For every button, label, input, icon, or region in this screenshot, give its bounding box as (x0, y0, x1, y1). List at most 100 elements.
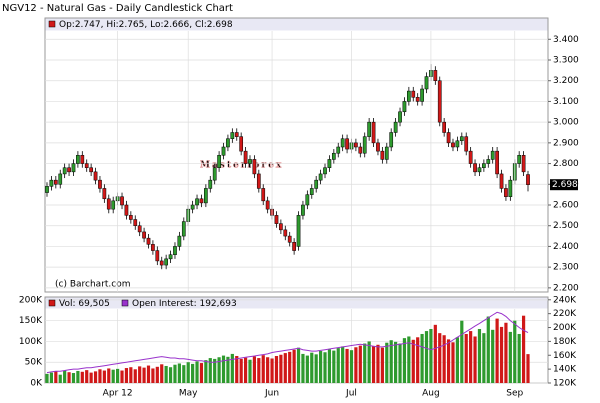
volume-bar (58, 374, 62, 383)
candle-body (380, 150, 385, 160)
legend-entry: Open Interest: 192,693 (132, 299, 237, 309)
volume-bar (504, 322, 508, 383)
y-tick-label: 2.500 (553, 221, 579, 231)
volume-bar (363, 343, 367, 383)
volume-bar (385, 342, 389, 383)
candle-body (376, 142, 380, 152)
candle-body (106, 198, 111, 210)
volume-bar (310, 352, 314, 383)
candle-body (389, 132, 394, 148)
volume-bar (376, 344, 380, 383)
volume-bar (499, 326, 504, 383)
candle-body (455, 140, 460, 148)
volume-bar (491, 329, 495, 383)
candle-body (283, 229, 288, 237)
volume-bar (486, 316, 490, 383)
y-tick-label: 2.400 (553, 242, 579, 252)
candle-body (58, 173, 63, 185)
volume-bar (243, 357, 248, 383)
y-tick-label: 0K (30, 379, 43, 389)
x-tick-label: May (179, 389, 198, 399)
legend-bar (45, 18, 548, 31)
volume-bar (526, 354, 530, 383)
volume-bar (305, 355, 309, 383)
volume-bar (98, 369, 102, 383)
y2-tick-label: 180K (553, 337, 577, 347)
volume-bar (288, 351, 292, 383)
volume-bar (513, 320, 517, 383)
volume-bar (283, 353, 287, 383)
candle-body (133, 219, 138, 226)
candle-body (301, 204, 305, 216)
candle-body (384, 146, 389, 160)
y-tick-label: 2.800 (553, 159, 579, 169)
candle-body (398, 111, 402, 123)
volume-bar (191, 363, 195, 383)
candle-body (190, 204, 195, 210)
volume-bar (93, 371, 98, 383)
candle-body (318, 173, 323, 181)
volume-bar (416, 337, 420, 383)
candle-body (199, 198, 204, 204)
candle-body (354, 142, 358, 148)
volume-bar (358, 345, 362, 383)
volume-bar (155, 366, 159, 383)
legend-swatch (48, 299, 56, 307)
candle-body (504, 188, 508, 197)
volume-bar (424, 331, 429, 383)
y-tick-label: 3.400 (553, 35, 579, 45)
open-interest-line (46, 311, 529, 374)
volume-bar (89, 372, 93, 383)
volume-bar (433, 324, 437, 383)
candle-body (437, 80, 442, 123)
volume-bar (442, 335, 446, 383)
candle-body (323, 167, 327, 175)
volume-bar (248, 359, 252, 383)
candle-body (309, 188, 314, 195)
volume-bar (102, 370, 106, 383)
y2-tick-label: 240K (553, 295, 577, 305)
candle-body (499, 173, 504, 189)
volume-bar (124, 368, 129, 383)
candle-body (252, 159, 257, 175)
x-tick-label: Jul (345, 389, 357, 399)
candle-body (393, 121, 398, 133)
y2-tick-label: 120K (553, 379, 577, 389)
volume-bar (274, 355, 279, 383)
candle-body (279, 223, 283, 231)
volume-bar (354, 347, 358, 383)
candle-body (477, 167, 482, 173)
volume-bar (186, 362, 190, 383)
candle-body (287, 235, 292, 243)
legend-swatch (121, 299, 129, 307)
candle-body (230, 132, 235, 139)
candle-body (521, 155, 526, 173)
volume-bar (332, 350, 336, 383)
volume-bar (451, 342, 455, 383)
volume-bar (473, 336, 477, 383)
candle-body (120, 196, 124, 206)
volume-bar (208, 358, 212, 383)
candle-body (336, 146, 341, 154)
candle-body (124, 204, 129, 216)
candle-body (358, 146, 363, 154)
candle-body (71, 163, 76, 173)
candle-body (243, 150, 248, 164)
candle-body (345, 138, 349, 150)
last-price-label: 2.698 (552, 180, 578, 190)
volume-legend-bar (45, 297, 548, 309)
volume-bar (213, 358, 217, 383)
volume-bar (173, 364, 177, 383)
volume-bar (239, 358, 243, 383)
volume-bar (177, 363, 181, 383)
volume-bar (160, 364, 164, 383)
y-tick-label: 50K (25, 358, 43, 368)
candle-body (137, 225, 142, 233)
candle-body (292, 242, 296, 251)
volume-bar (508, 331, 512, 383)
volume-bar (133, 369, 137, 383)
volume-bar (517, 333, 521, 383)
volume-bar (45, 373, 49, 383)
volume-bar (318, 351, 323, 383)
